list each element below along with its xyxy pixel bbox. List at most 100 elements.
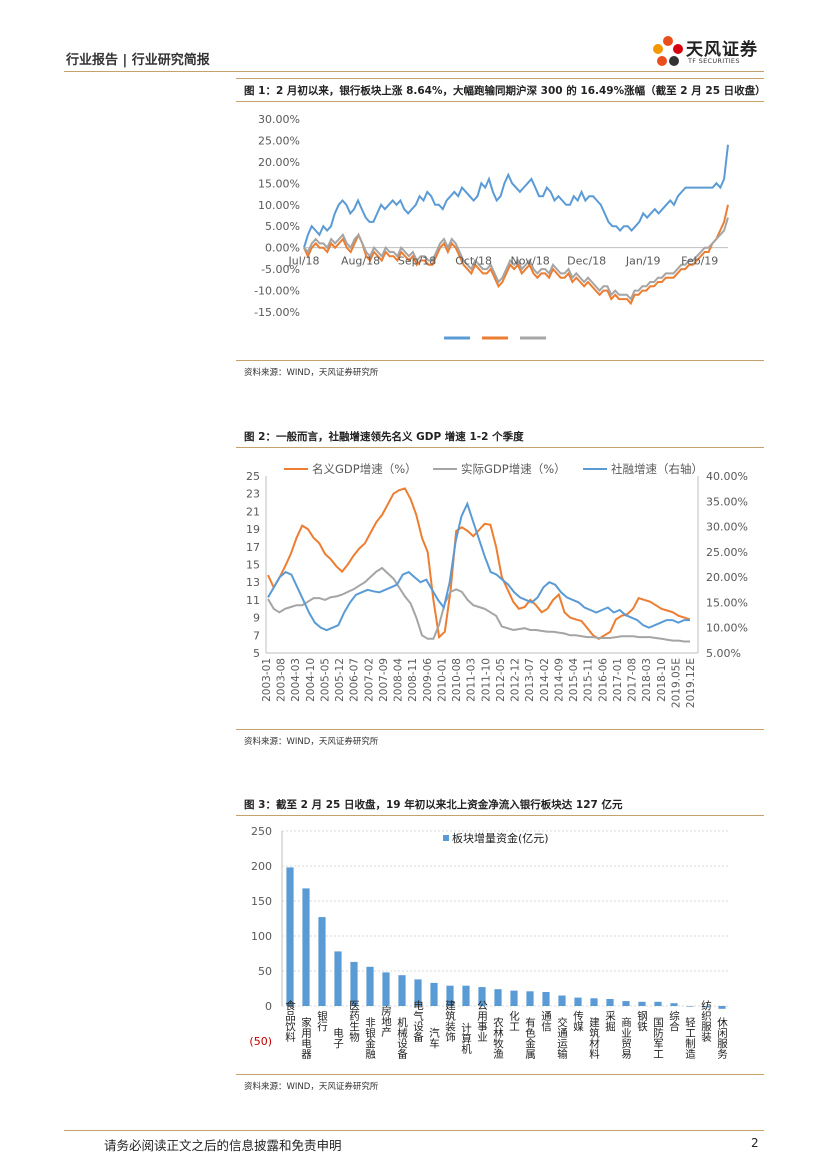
bar-农林牧渔 — [494, 989, 502, 1006]
bar-银行 — [318, 917, 326, 1006]
bar-有色金属 — [526, 991, 534, 1006]
x-tick-label: Oct/18 — [455, 255, 492, 268]
footer-divider — [64, 1130, 764, 1131]
y-left-tick-label: 17 — [246, 541, 260, 554]
x-category-label: 银行 — [316, 1010, 328, 1033]
fig2-source: 资料来源：WIND，天风证券研究所 — [244, 737, 379, 747]
x-category-label: 通信 — [540, 1011, 552, 1033]
x-category-label: 交通运输 — [556, 1016, 568, 1060]
x-category-label: 采掘 — [604, 1011, 616, 1033]
y-tick-label: -10.00% — [254, 285, 300, 298]
x-tick-label: 2010-08 — [451, 658, 463, 702]
bar-房地产 — [382, 972, 390, 1006]
bar-家用电器 — [302, 888, 310, 1006]
x-category-label: 建筑装饰 — [444, 999, 456, 1043]
fig1-title-rule — [236, 101, 764, 102]
fig1-line-chart: 30.00% 25.00% 20.00% 15.00% 10.00% 5.00% 0.00%… — [254, 113, 729, 340]
x-tick-label: 2007-02 — [363, 658, 375, 702]
bar-建筑装饰 — [446, 985, 454, 1006]
x-tick-label: 2004-10 — [305, 658, 317, 702]
y-right-tick-label: 30.00% — [706, 521, 748, 534]
x-tick-label: Nov/18 — [511, 255, 550, 268]
y-tick-label: 20.00% — [258, 156, 300, 169]
x-tick-label: 2011-10 — [480, 658, 492, 702]
fig3-source-rule — [236, 1074, 764, 1075]
x-category-label: 商业贸易 — [620, 1016, 632, 1060]
y-tick-label: 15.00% — [258, 177, 300, 190]
y-left-tick-label: 11 — [246, 594, 260, 607]
bar-通信 — [542, 992, 550, 1006]
bar-电气设备 — [414, 979, 422, 1006]
legend-label-2: 实际GDP增速（%） — [461, 462, 566, 476]
bar-公用事业 — [478, 987, 486, 1006]
fig3-title-rule — [236, 815, 764, 816]
x-tick-label: 2018-03 — [641, 658, 653, 702]
x-tick-label: 2018-10 — [656, 658, 668, 702]
x-tick-label: 2007-09 — [378, 658, 390, 702]
y-right-tick-label: 25.00% — [706, 546, 748, 559]
fig2-title: 图 2：一般而言，社融增速领先名义 GDP 增速 1-2 个季度 — [244, 431, 524, 443]
fig1-source-rule — [236, 360, 764, 361]
y-right-tick-label: 35.00% — [706, 495, 748, 508]
y-left-tick-label: 15 — [246, 559, 260, 572]
x-tick-label: 2017-08 — [627, 658, 639, 702]
bar-医药生物 — [350, 961, 358, 1006]
x-tick-label: 2004-03 — [290, 658, 302, 702]
x-category-label: 食品饮料 — [284, 999, 296, 1043]
x-tick-label: 2015-04 — [568, 658, 580, 702]
legend-label: 板块增量资金(亿元) — [452, 831, 549, 845]
bar-非银金融 — [366, 966, 374, 1006]
fig3-bar-chart: 250 200 150 100 50 0 (50) 食品饮料 家用电器 银行电子 医药生物 非银金融房… — [249, 825, 730, 1060]
bar-汽车 — [430, 982, 438, 1006]
x-category-label: 计算机 — [460, 1021, 472, 1054]
x-tick-label: 2008-04 — [393, 658, 405, 702]
y-right-tick-label: 20.00% — [706, 571, 748, 584]
x-category-label: 汽车 — [428, 1027, 440, 1050]
y-right-tick-label: 15.00% — [706, 596, 748, 609]
bar-轻工制造 — [686, 1006, 694, 1007]
bar-食品饮料 — [286, 867, 294, 1006]
y-tick-label: 25.00% — [258, 134, 300, 147]
legend-swatch — [443, 835, 449, 841]
x-tick-label: 2013-07 — [524, 658, 536, 702]
x-tick-label: 2008-11 — [407, 658, 419, 702]
x-tick-label: 2005-05 — [319, 658, 331, 702]
x-tick-label: 2019.05E — [670, 658, 682, 708]
series-line-3 — [303, 217, 729, 301]
y-tick-label: 10.00% — [258, 199, 300, 212]
series-line-3 — [267, 501, 690, 632]
page-number: 2 — [751, 1136, 759, 1150]
legend-label-1: 名义GDP增速（%） — [312, 462, 417, 476]
fig1-title: 图 1：2 月初以来，银行板块上涨 8.64%，大幅跑输同期沪深 300 的 1… — [244, 85, 766, 97]
bar-机械设备 — [398, 975, 406, 1006]
x-tick-label: 2019.12E — [685, 658, 697, 708]
bar-交通运输 — [558, 995, 566, 1006]
y-right-tick-label: 5.00% — [706, 647, 741, 660]
x-tick-label: 2005-12 — [334, 658, 346, 702]
legend-label-3: 社融增速（右轴） — [611, 462, 703, 476]
x-tick-label: Dec/18 — [567, 255, 606, 268]
y-tick-label: 200 — [251, 860, 272, 873]
x-category-label: 公用事业 — [476, 1000, 488, 1042]
fig2-line-chart: 25 23 21 19 17 15 13 11 9 7 5 40.00% 35.00% 30.00% 25.… — [246, 462, 748, 708]
x-tick-label: 2009-06 — [422, 658, 434, 702]
y-tick-label: 250 — [251, 825, 272, 838]
x-tick-label: 2010-01 — [436, 658, 448, 702]
y-left-tick-label: 7 — [253, 629, 260, 642]
brand-logo: 天风证券 TF SECURITIES — [650, 33, 770, 73]
x-category-label: 轻工制造 — [684, 1016, 696, 1059]
x-tick-label: 2017-01 — [612, 658, 624, 702]
header-divider — [64, 71, 764, 72]
fig2-title-rule — [236, 447, 764, 448]
series-line-2 — [303, 204, 729, 306]
x-category-label: 综合 — [668, 1010, 680, 1033]
logo-flower-icon — [653, 36, 683, 66]
x-tick-label: 2014-09 — [553, 658, 565, 702]
bar-商业贸易 — [622, 1001, 630, 1006]
y-left-tick-label: 25 — [246, 470, 260, 483]
bar-纺织服装 — [702, 1006, 710, 1008]
x-category-label: 电气设备 — [412, 999, 424, 1043]
x-category-label: 机械设备 — [396, 1016, 408, 1060]
y-tick-label: -5.00% — [261, 263, 300, 276]
x-category-label: 医药生物 — [348, 1000, 360, 1043]
